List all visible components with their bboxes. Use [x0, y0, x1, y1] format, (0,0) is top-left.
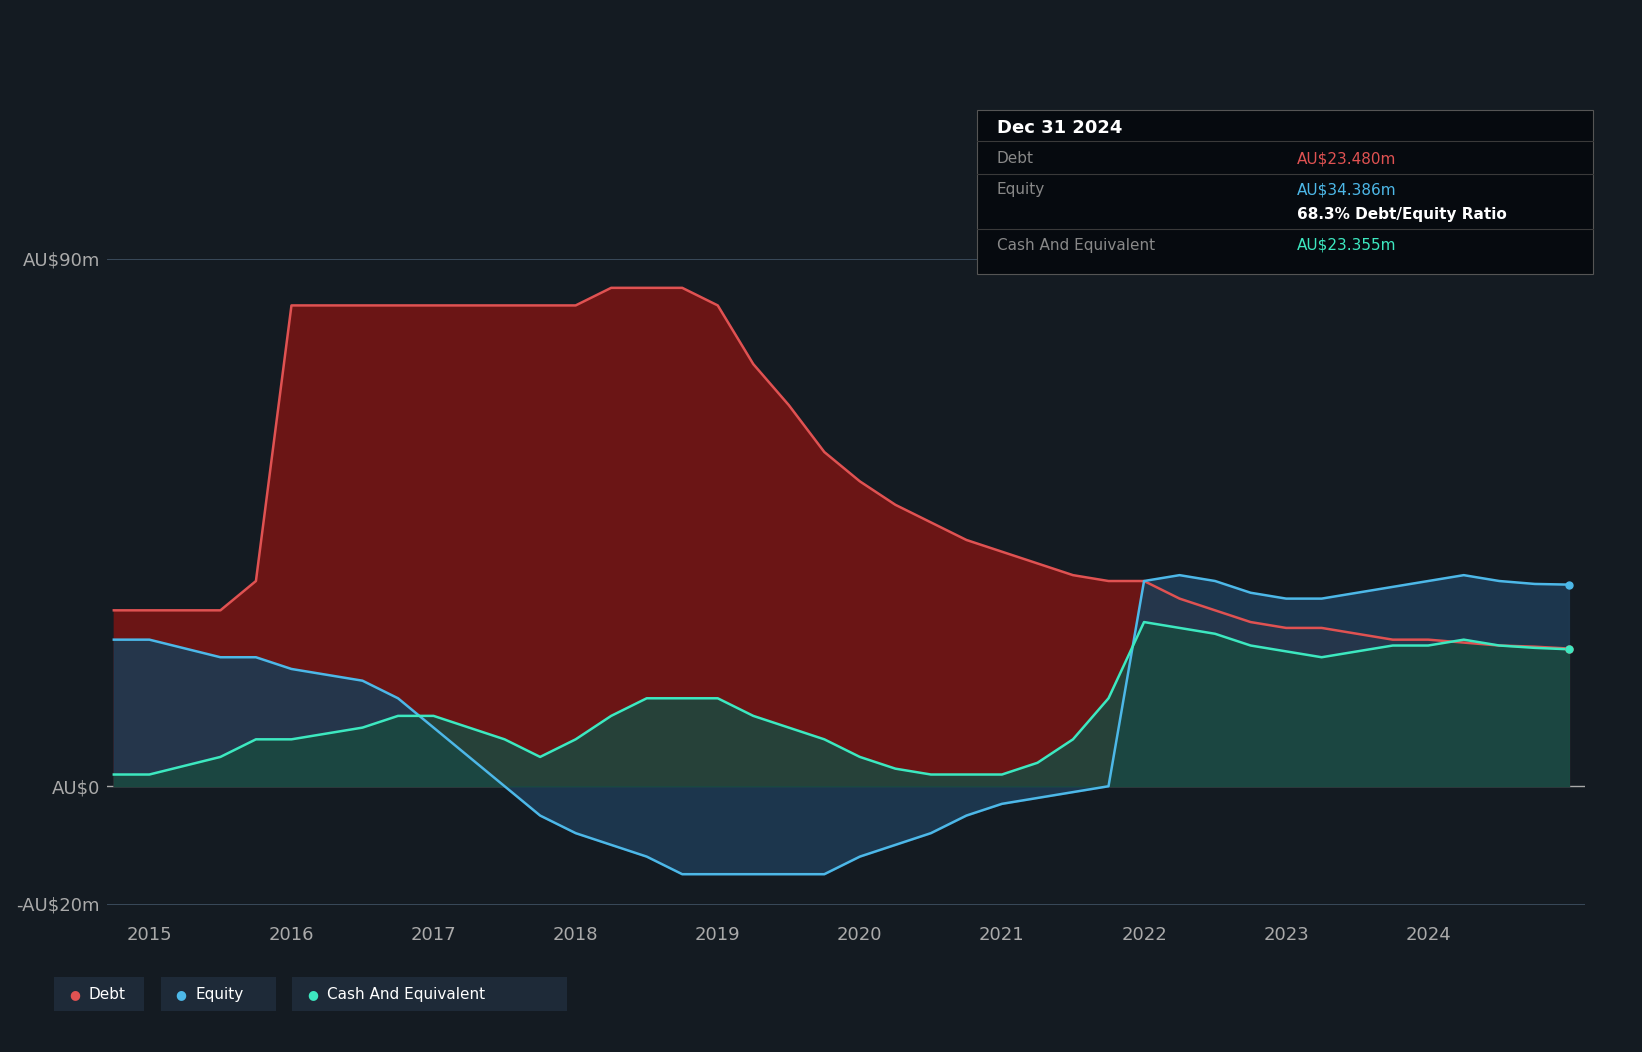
- Text: 68.3% Debt/Equity Ratio: 68.3% Debt/Equity Ratio: [1297, 206, 1507, 222]
- Text: Debt: Debt: [89, 987, 126, 1002]
- Text: Debt: Debt: [997, 151, 1034, 166]
- Text: AU$23.480m: AU$23.480m: [1297, 151, 1397, 166]
- Text: ●: ●: [307, 988, 319, 1000]
- Text: ●: ●: [69, 988, 80, 1000]
- Text: Cash And Equivalent: Cash And Equivalent: [997, 238, 1154, 252]
- Text: AU$23.355m: AU$23.355m: [1297, 238, 1397, 252]
- Text: Equity: Equity: [997, 182, 1044, 197]
- Text: Equity: Equity: [195, 987, 243, 1002]
- Text: Cash And Equivalent: Cash And Equivalent: [327, 987, 484, 1002]
- Text: AU$34.386m: AU$34.386m: [1297, 182, 1397, 197]
- Text: ●: ●: [176, 988, 187, 1000]
- Text: Dec 31 2024: Dec 31 2024: [997, 119, 1121, 137]
